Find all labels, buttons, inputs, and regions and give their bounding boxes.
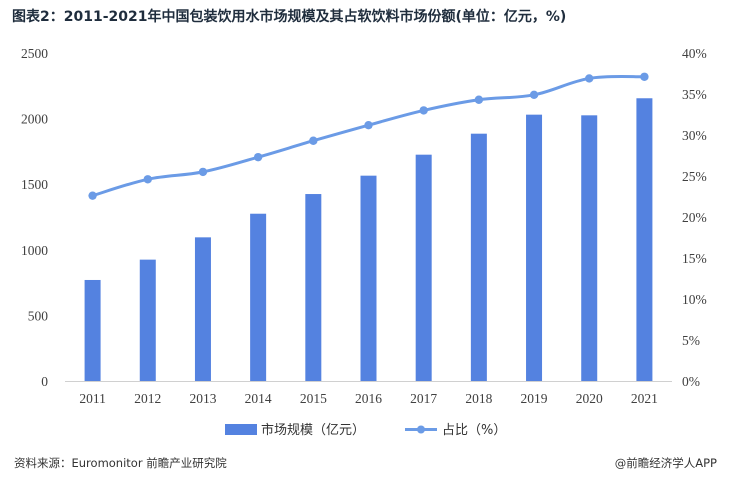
- share-point-2015: [309, 136, 318, 145]
- x-tick-label: 2021: [631, 391, 658, 406]
- share-point-2014: [253, 152, 263, 162]
- x-tick-label: 2020: [576, 391, 603, 406]
- y-right-axis: 0% 5% 10% 15% 20% 25% 30% 35% 40%: [682, 46, 707, 389]
- bar-2020: [581, 115, 598, 381]
- y-right-tick-label: 5%: [682, 333, 700, 348]
- bar-series: [84, 98, 653, 381]
- y-left-tick-label: 1000: [21, 243, 48, 258]
- y-left-tick-label: 1500: [21, 177, 48, 192]
- y-left-tick-label: 2000: [21, 112, 48, 127]
- y-left-axis: 0 500 1000 1500 2000 2500: [21, 46, 48, 389]
- bar-2018: [470, 133, 487, 381]
- source-note: 资料来源：Euromonitor 前瞻产业研究院: [14, 456, 227, 470]
- share-point-2013: [198, 167, 208, 177]
- bar-2015: [305, 194, 322, 381]
- x-tick-label: 2017: [410, 391, 437, 406]
- x-axis: 2011 2012 2013 2014 2015 2016 2017 2018 2019 2020…: [79, 391, 658, 406]
- x-tick-label: 2019: [521, 391, 548, 406]
- bar-2011: [84, 279, 101, 381]
- bar-2013: [194, 237, 211, 381]
- legend-line-label: 占比（%）: [442, 423, 506, 438]
- y-left-tick-label: 2500: [21, 46, 48, 61]
- share-point-2021: [640, 72, 649, 81]
- legend-line-marker: [417, 425, 425, 434]
- y-left-tick-label: 0: [41, 374, 48, 389]
- y-right-tick-label: 20%: [682, 210, 707, 225]
- x-tick-label: 2014: [245, 391, 272, 406]
- bar-2016: [360, 175, 377, 381]
- y-right-tick-label: 0%: [682, 374, 700, 389]
- x-tick-label: 2011: [79, 391, 106, 406]
- y-right-tick-label: 35%: [682, 87, 707, 102]
- y-right-tick-label: 40%: [682, 46, 707, 61]
- share-point-2018: [474, 95, 484, 104]
- legend: 市场规模（亿元） 占比（%）: [225, 422, 506, 438]
- bar-2014: [250, 213, 267, 381]
- share-point-2017: [419, 106, 428, 115]
- y-left-tick-label: 500: [28, 308, 49, 323]
- bar-2017: [415, 154, 432, 381]
- share-point-2016: [364, 120, 373, 130]
- line-series: [88, 72, 649, 200]
- x-tick-label: 2016: [355, 391, 382, 406]
- x-tick-label: 2018: [465, 391, 492, 406]
- share-point-2020: [585, 74, 594, 83]
- share-point-2012: [143, 175, 152, 184]
- x-tick-label: 2015: [300, 391, 327, 406]
- bar-2019: [526, 114, 543, 381]
- brand-credit: @前瞻经济学人APP: [614, 456, 717, 470]
- legend-bar-swatch: [225, 424, 257, 435]
- y-right-tick-label: 15%: [682, 251, 707, 266]
- y-right-tick-label: 10%: [682, 292, 707, 307]
- x-tick-label: 2013: [189, 391, 216, 406]
- bar-2012: [139, 259, 156, 381]
- share-point-2011: [88, 191, 97, 200]
- x-tick-label: 2012: [134, 391, 161, 406]
- legend-bar-label: 市场规模（亿元）: [261, 422, 365, 438]
- y-right-tick-label: 30%: [682, 128, 707, 143]
- share-point-2019: [529, 90, 539, 100]
- chart-title: 图表2：2011-2021年中国包装饮用水市场规模及其占软饮料市场份额(单位：亿…: [12, 9, 567, 25]
- bar-2021: [636, 98, 653, 381]
- y-right-tick-label: 25%: [682, 169, 707, 184]
